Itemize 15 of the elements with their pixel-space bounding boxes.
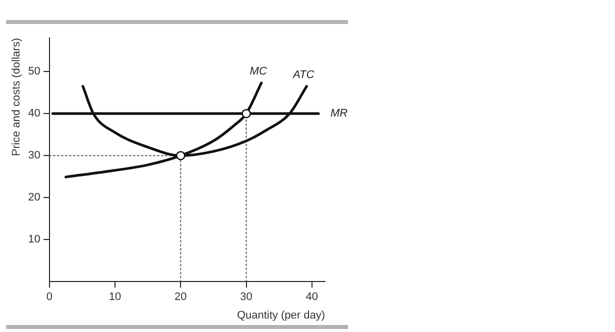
y-tick-label: 20 [28,192,40,204]
x-tick-label: 0 [46,291,52,304]
x-tick-label: 20 [174,291,187,304]
x-tick-label: 30 [240,291,252,304]
y-tick-label: 30 [28,150,40,162]
annotation: MC [250,66,267,78]
y-tick-label: 10 [28,234,40,246]
annotation: MR [330,108,348,120]
x-tick-label: 40 [306,291,318,304]
y-tick-label: 40 [28,108,40,120]
x-axis-title: Quantity (per day) [236,309,325,322]
annotation: ATC [292,68,314,81]
y-tick-label: 50 [28,66,40,78]
y-axis-title: Price and costs (dollars) [10,38,23,156]
x-tick-label: 10 [108,291,122,304]
